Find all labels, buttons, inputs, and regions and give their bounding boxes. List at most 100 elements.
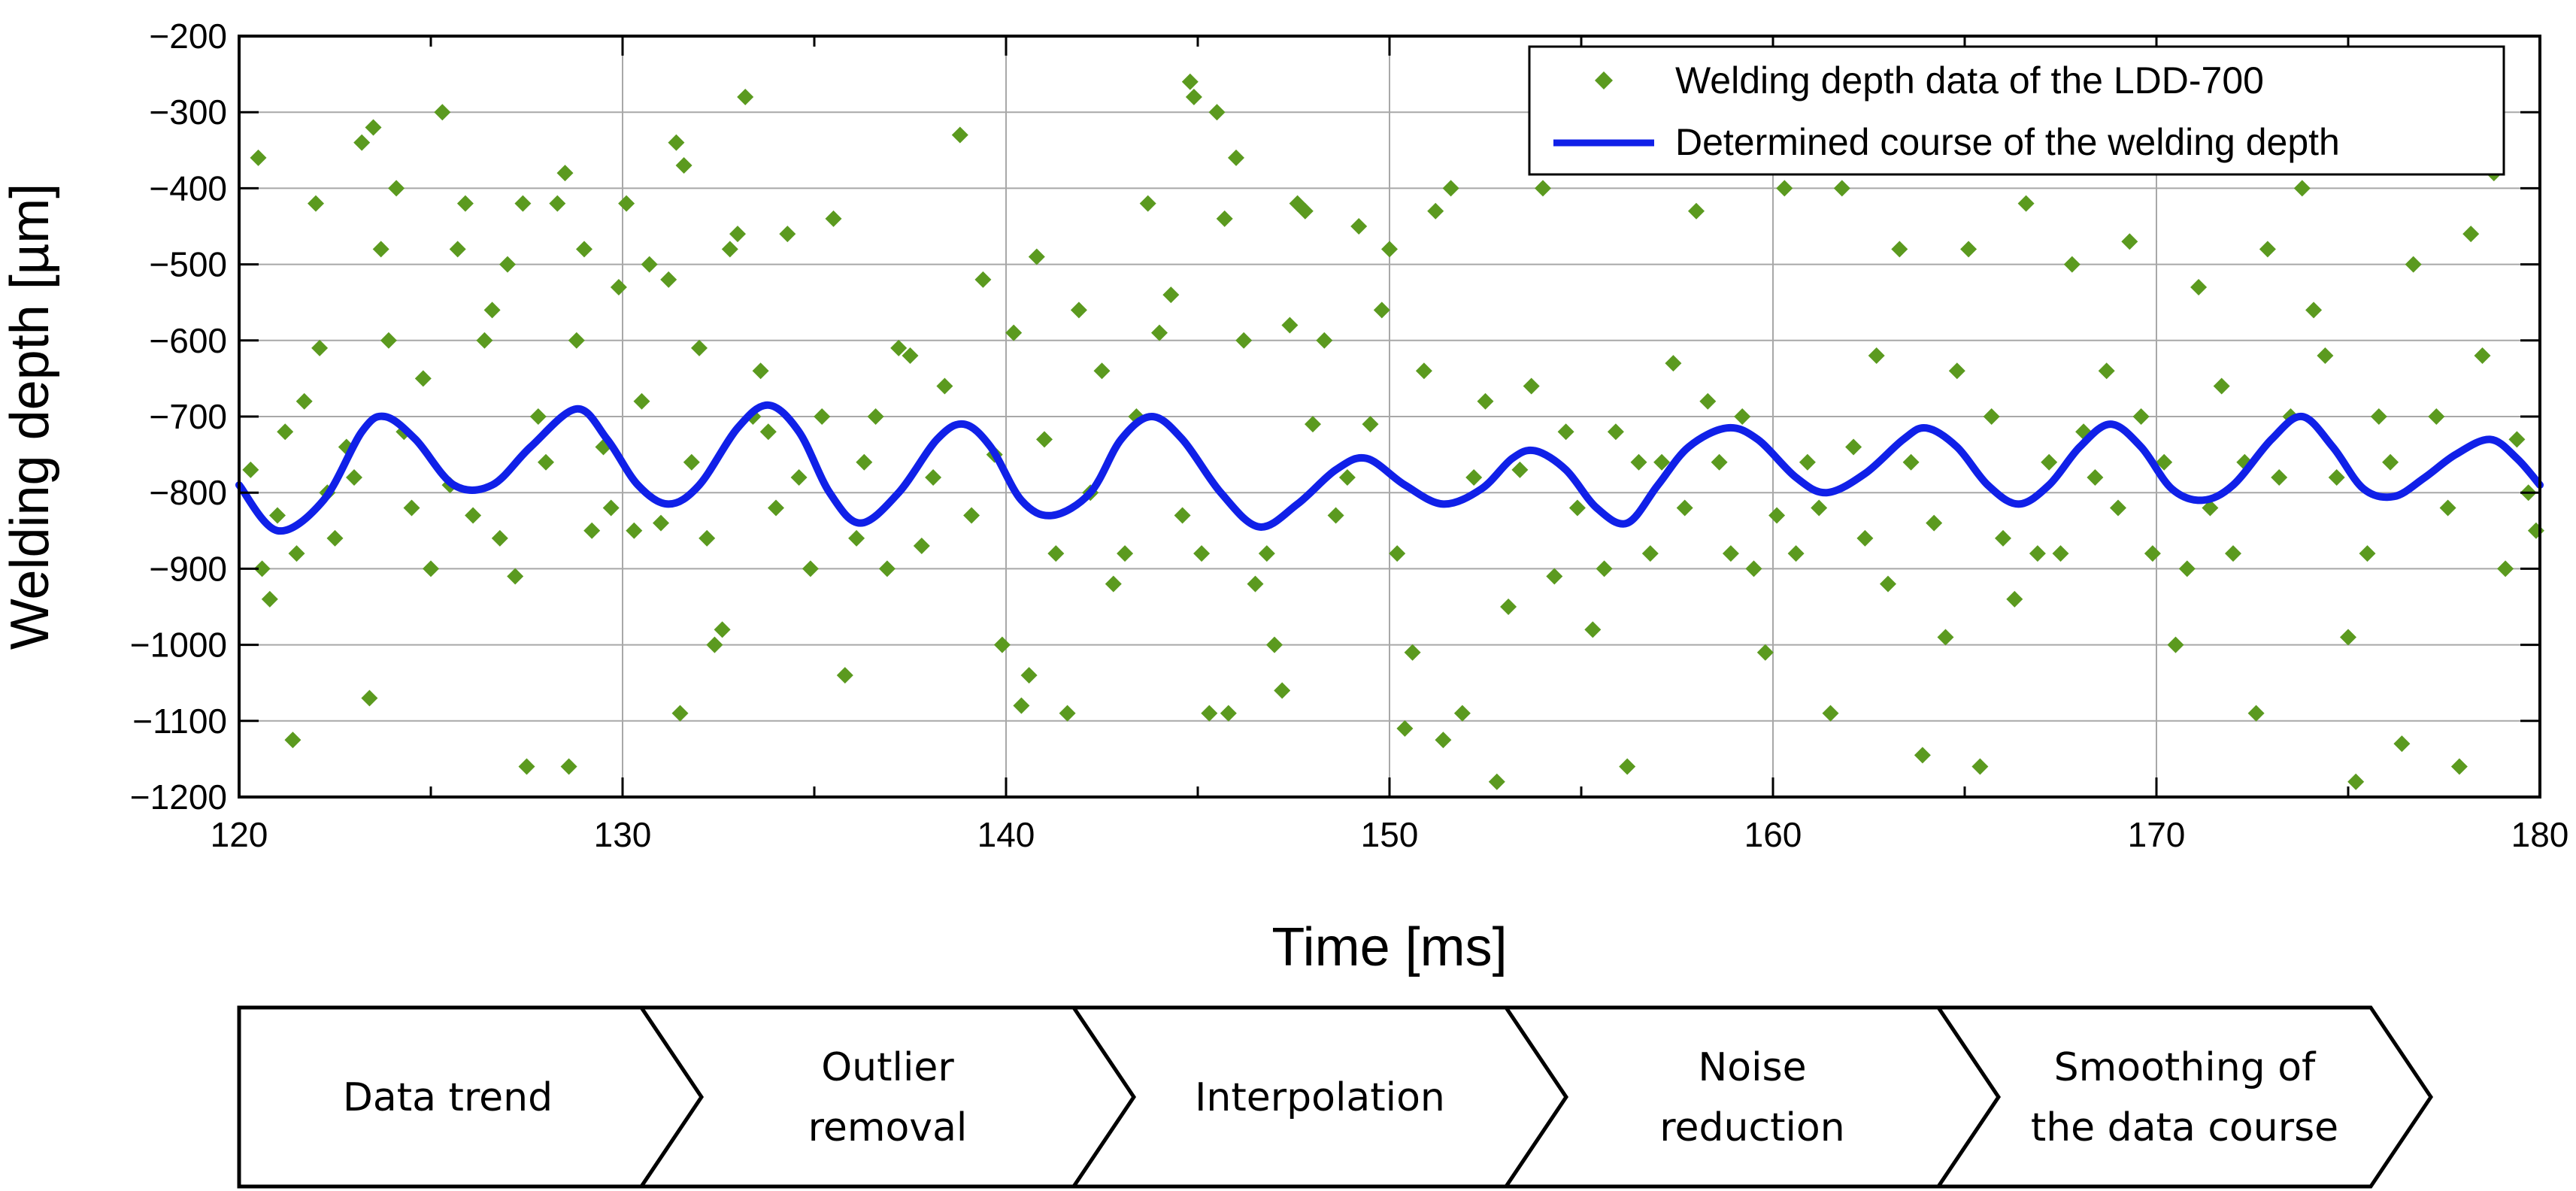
- scatter-point: [1201, 705, 1218, 722]
- scatter-series: [242, 73, 2544, 790]
- scatter-point: [1653, 453, 1671, 471]
- x-tick-label: 150: [1361, 815, 1419, 854]
- x-tick-label: 140: [977, 815, 1035, 854]
- y-tick-labels: −200 −300 −400 −500 −600 −700 −800 −900 −1000 −11…: [130, 17, 227, 817]
- scatter-point: [1316, 332, 1333, 349]
- scatter-point: [1305, 416, 1321, 433]
- scatter-point: [836, 667, 853, 684]
- scatter-point: [476, 332, 493, 349]
- scatter-point: [1596, 560, 1613, 577]
- scatter-point: [867, 408, 884, 425]
- scatter-point: [2428, 408, 2445, 425]
- scatter-point: [714, 621, 731, 638]
- legend-diamond: [1595, 71, 1613, 89]
- scatter-point: [1948, 362, 1965, 380]
- scatter-point: [250, 149, 267, 166]
- scatter-point: [261, 590, 278, 608]
- scatter-point: [560, 758, 577, 775]
- scatter-point: [1216, 210, 1233, 227]
- scatter-point: [1327, 507, 1344, 524]
- scatter-point: [1381, 241, 1398, 258]
- scatter-point: [1415, 362, 1432, 380]
- legend-label-line: Determined course of the welding depth: [1675, 121, 2340, 163]
- scatter-point: [1139, 195, 1156, 212]
- scatter-point: [2317, 347, 2334, 365]
- x-tick-label: 120: [211, 815, 268, 854]
- scatter-point: [346, 468, 362, 486]
- scatter-point: [1013, 697, 1030, 714]
- y-tick-label: −1000: [130, 626, 227, 665]
- y-tick-label: −700: [149, 397, 227, 436]
- scatter-point: [2052, 545, 2069, 562]
- x-tick-label: 130: [594, 815, 652, 854]
- scatter-point: [1914, 747, 1931, 764]
- process-step-label: Smoothing of: [2054, 1045, 2317, 1090]
- axis-ticks: [238, 35, 2541, 799]
- scatter-point: [365, 119, 382, 136]
- y-tick-label: −900: [149, 549, 227, 588]
- process-step-label: Outlier: [821, 1045, 954, 1090]
- process-step-label: removal: [808, 1105, 968, 1150]
- scatter-point: [583, 522, 601, 539]
- scatter-point: [2190, 278, 2208, 295]
- scatter-point: [2474, 347, 2491, 365]
- process-step: Outlier removal: [638, 1005, 1150, 1189]
- scatter-point: [1185, 88, 1202, 105]
- legend-box: [1528, 45, 2505, 176]
- scatter-point: [1619, 758, 1636, 775]
- scatter-point: [499, 256, 516, 273]
- process-step: Noise reduction: [1502, 1005, 2015, 1189]
- scatter-point: [2405, 256, 2422, 273]
- scatter-point: [414, 370, 432, 387]
- scatter-point: [372, 241, 389, 258]
- scatter-point: [353, 134, 371, 151]
- legend-marker-scatter: [1595, 71, 1613, 89]
- scatter-point: [1776, 180, 1793, 197]
- scatter-point: [1296, 202, 1314, 220]
- scatter-point: [2347, 773, 2365, 790]
- scatter-point: [1971, 758, 1989, 775]
- scatter-point: [2359, 545, 2376, 562]
- scatter-point: [1105, 575, 1122, 592]
- scatter-point: [2508, 431, 2526, 448]
- y-axis-title: Welding depth [µm]: [0, 183, 60, 650]
- scatter-point: [2370, 408, 2387, 425]
- scatter-point: [556, 165, 574, 182]
- scatter-point: [671, 705, 689, 722]
- scatter-point: [902, 347, 919, 365]
- scatter-point: [2132, 408, 2150, 425]
- scatter-point: [1568, 499, 1586, 517]
- scatter-point: [1181, 73, 1199, 90]
- scatter-point: [2017, 195, 2035, 212]
- scatter-point: [242, 461, 259, 478]
- scatter-point: [1641, 545, 1659, 562]
- scatter-point: [1266, 636, 1283, 653]
- x-tick-label: 180: [2511, 815, 2569, 854]
- scatter-point: [549, 195, 566, 212]
- scatter-point: [768, 499, 784, 517]
- y-tick-label: −800: [149, 473, 227, 512]
- scatter-point: [311, 339, 329, 356]
- scatter-point: [1699, 392, 1717, 410]
- process-step-label: Data trend: [343, 1075, 553, 1120]
- scatter-point: [1845, 438, 1862, 456]
- process-flow: Data trend Outlier removal Interpolation Noi…: [237, 1005, 2434, 1189]
- process-step: Data trend: [237, 1005, 718, 1189]
- scatter-point: [1338, 468, 1356, 486]
- scatter-point: [253, 560, 271, 577]
- scatter-point: [1028, 248, 1045, 265]
- scatter-point: [1477, 392, 1494, 410]
- scatter-point: [1059, 705, 1076, 722]
- scatter-point: [483, 302, 501, 319]
- scatter-point: [1373, 302, 1390, 319]
- scatter-point: [1745, 560, 1762, 577]
- scatter-point: [1362, 416, 1379, 433]
- scatter-point: [963, 507, 980, 524]
- scatter-point: [699, 529, 716, 547]
- scatter-point: [2087, 468, 2104, 486]
- scatter-point: [856, 453, 873, 471]
- scatter-point: [1665, 355, 1682, 372]
- scatter-point: [284, 732, 302, 749]
- scatter-point: [802, 560, 819, 577]
- scatter-point: [1465, 468, 1483, 486]
